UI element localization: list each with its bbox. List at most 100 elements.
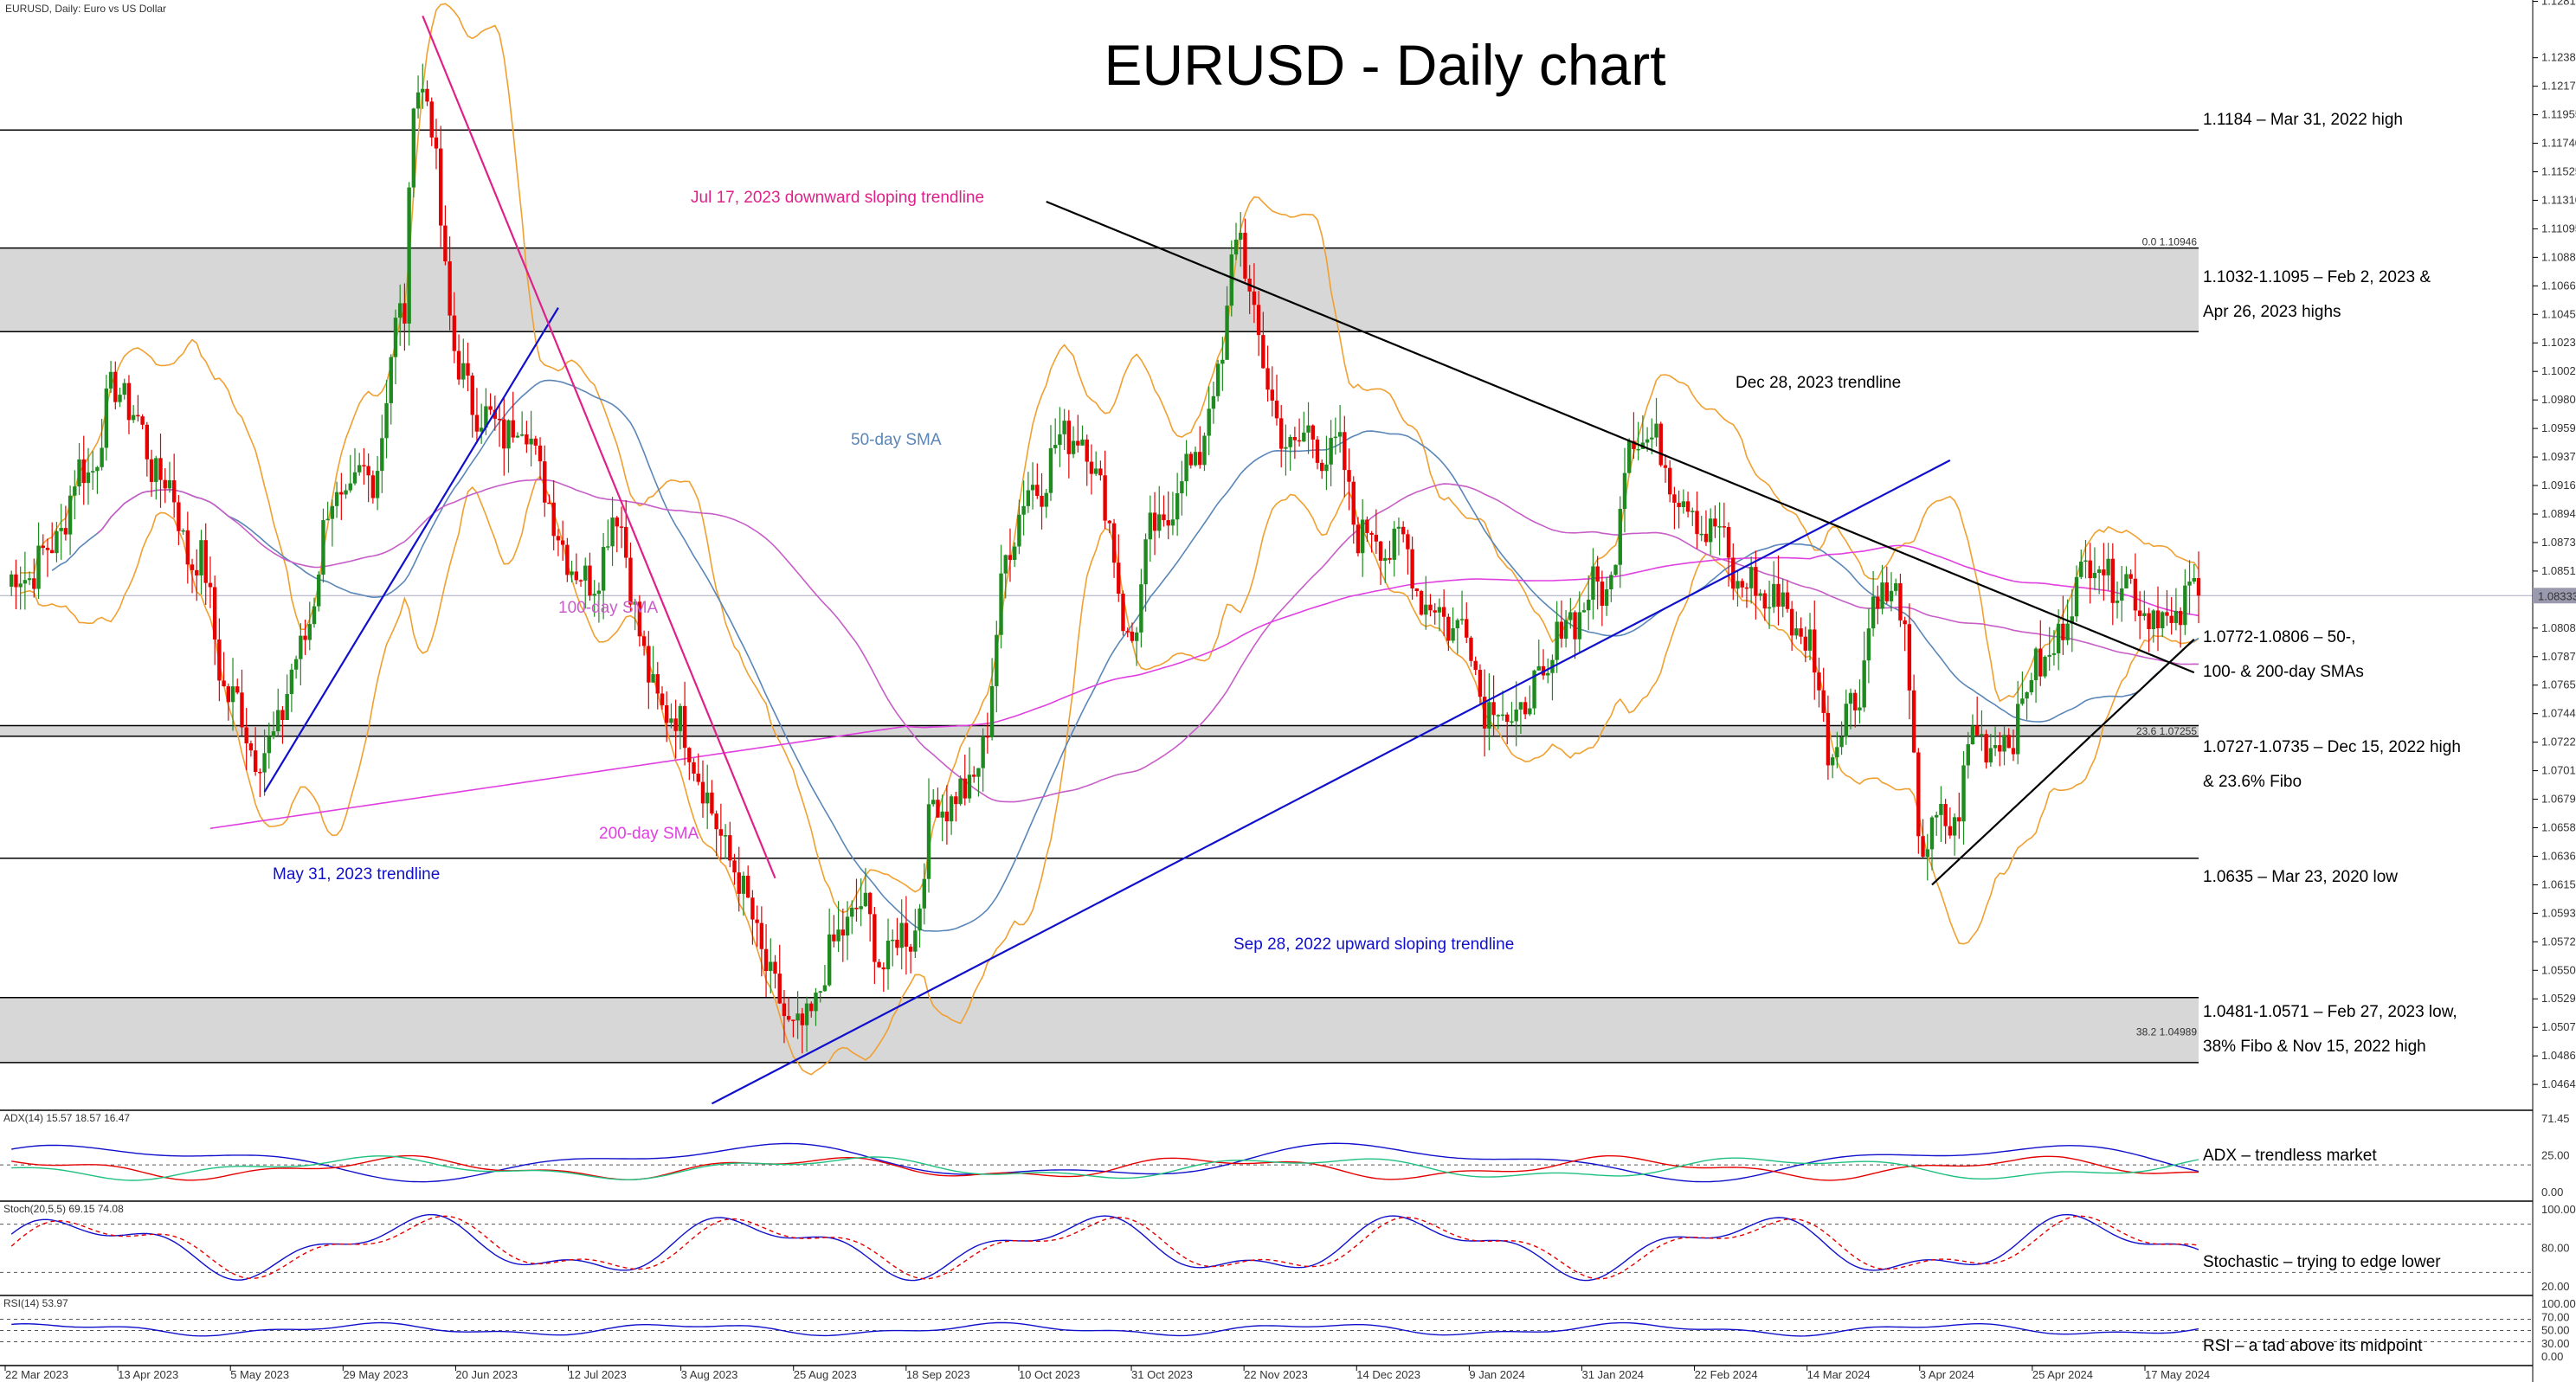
candle-body [1302, 432, 1306, 442]
candle-body [1256, 305, 1261, 336]
trendline-3 [1046, 200, 2195, 674]
candle-body [1672, 494, 1677, 503]
price-tick-label-7: 1.11095 [2541, 222, 2576, 235]
candle-body [610, 517, 615, 547]
candle-body [140, 416, 145, 425]
candle-body [502, 419, 506, 449]
candle-body [525, 434, 529, 445]
candle-body [438, 148, 443, 226]
candle-body [899, 922, 904, 948]
candle-body [1188, 453, 1194, 466]
candle-body [1121, 594, 1125, 632]
candle-body [1207, 408, 1211, 436]
candle-body [1510, 721, 1514, 723]
candle-body [149, 459, 154, 482]
date-label-2: 5 May 2023 [230, 1368, 289, 1381]
candle-body [1170, 519, 1175, 526]
candle-body [1826, 712, 1831, 766]
date-label-13: 9 Jan 2024 [1469, 1368, 1524, 1381]
candle-body [136, 415, 140, 417]
candle-body [1785, 592, 1790, 609]
candle-body [818, 991, 822, 993]
price-tick-label-22: 1.07870 [2541, 650, 2576, 663]
candle-body [407, 187, 411, 324]
candle-body [1351, 481, 1356, 525]
candle-body [217, 640, 222, 681]
candle-body [2161, 612, 2165, 629]
date-label-19: 17 May 2024 [2145, 1368, 2210, 1381]
candle-body [574, 571, 578, 581]
candle-body [1754, 567, 1758, 596]
candle-body [1252, 291, 1257, 305]
candle-body [908, 946, 913, 952]
candle-body [27, 578, 32, 581]
candle-body [222, 680, 226, 687]
date-label-8: 18 Sep 2023 [906, 1368, 970, 1381]
candle-body [836, 929, 840, 942]
candle-body [181, 530, 185, 532]
candle-body [299, 635, 303, 659]
candle-body [809, 1003, 814, 1012]
candle-body [271, 731, 276, 737]
candle-body [2115, 601, 2120, 603]
candle-body [1365, 519, 1369, 533]
candle-body [1835, 747, 1839, 758]
candle-body [519, 434, 525, 436]
date-label-6: 3 Aug 2023 [681, 1368, 738, 1381]
price-tick-label-16: 1.09160 [2541, 479, 2576, 492]
candle-body [1613, 564, 1618, 575]
candle-body [1107, 520, 1112, 524]
trendlines [263, 15, 2195, 1105]
candle-body [538, 445, 543, 462]
label-sma-200: 200-day SMA [599, 825, 699, 843]
candle-body [1017, 514, 1021, 547]
panel-note-adx: ADX – trendless market [2203, 1147, 2377, 1165]
fibo-tag-2: 38.2 1.04989 [2136, 1025, 2197, 1038]
zone-label-dec-1: & 23.6% Fibo [2203, 773, 2302, 791]
candle-body [2002, 735, 2006, 752]
candle-body [362, 465, 366, 466]
candle-body [474, 415, 480, 432]
candle-body [2083, 560, 2088, 562]
candle-body [293, 659, 299, 670]
candle-body [795, 1013, 800, 1021]
current-price-label: 1.08333 [2538, 589, 2576, 602]
candle-body [1080, 439, 1085, 446]
candle-body [583, 565, 588, 581]
candle-body [1469, 637, 1473, 661]
candle-body [470, 376, 474, 415]
candle-body [104, 388, 109, 448]
candle-body [1220, 359, 1225, 364]
candle-body [1998, 745, 2002, 752]
candle-body [972, 775, 976, 777]
candle-body [1500, 714, 1505, 717]
sma-cluster-label-0: 1.0772-1.0806 – 50-, [2203, 628, 2355, 646]
candle-body [1315, 439, 1320, 463]
candle-body [1722, 526, 1727, 528]
candle-body [1799, 628, 1803, 637]
candle-body [1514, 709, 1518, 722]
candle-body [415, 92, 421, 109]
candle-body [1903, 620, 1907, 625]
adx-plus-di [11, 1155, 2199, 1181]
candle-body [1166, 520, 1170, 526]
candle-body [940, 811, 944, 818]
candle-body [2128, 574, 2133, 579]
price-tick-label-14: 1.09590 [2541, 421, 2576, 434]
candle-body [1288, 437, 1292, 447]
price-tick-label-33: 1.05505 [2541, 963, 2576, 976]
candle-body [1157, 514, 1162, 531]
stoch-signal [10, 1215, 2199, 1280]
price-tick-label-26: 1.07010 [2541, 764, 2576, 777]
candle-body [1085, 439, 1089, 462]
candle-body [1040, 495, 1044, 507]
candle-body [2029, 679, 2034, 692]
trendline-0 [263, 307, 559, 793]
candle-body [1198, 452, 1202, 466]
candle-body [1455, 620, 1460, 629]
candle-body [732, 860, 737, 873]
sma-100-line [96, 479, 2199, 803]
candle-body [1966, 744, 1970, 766]
candle-body [1974, 725, 1980, 736]
candle-body [18, 583, 23, 588]
